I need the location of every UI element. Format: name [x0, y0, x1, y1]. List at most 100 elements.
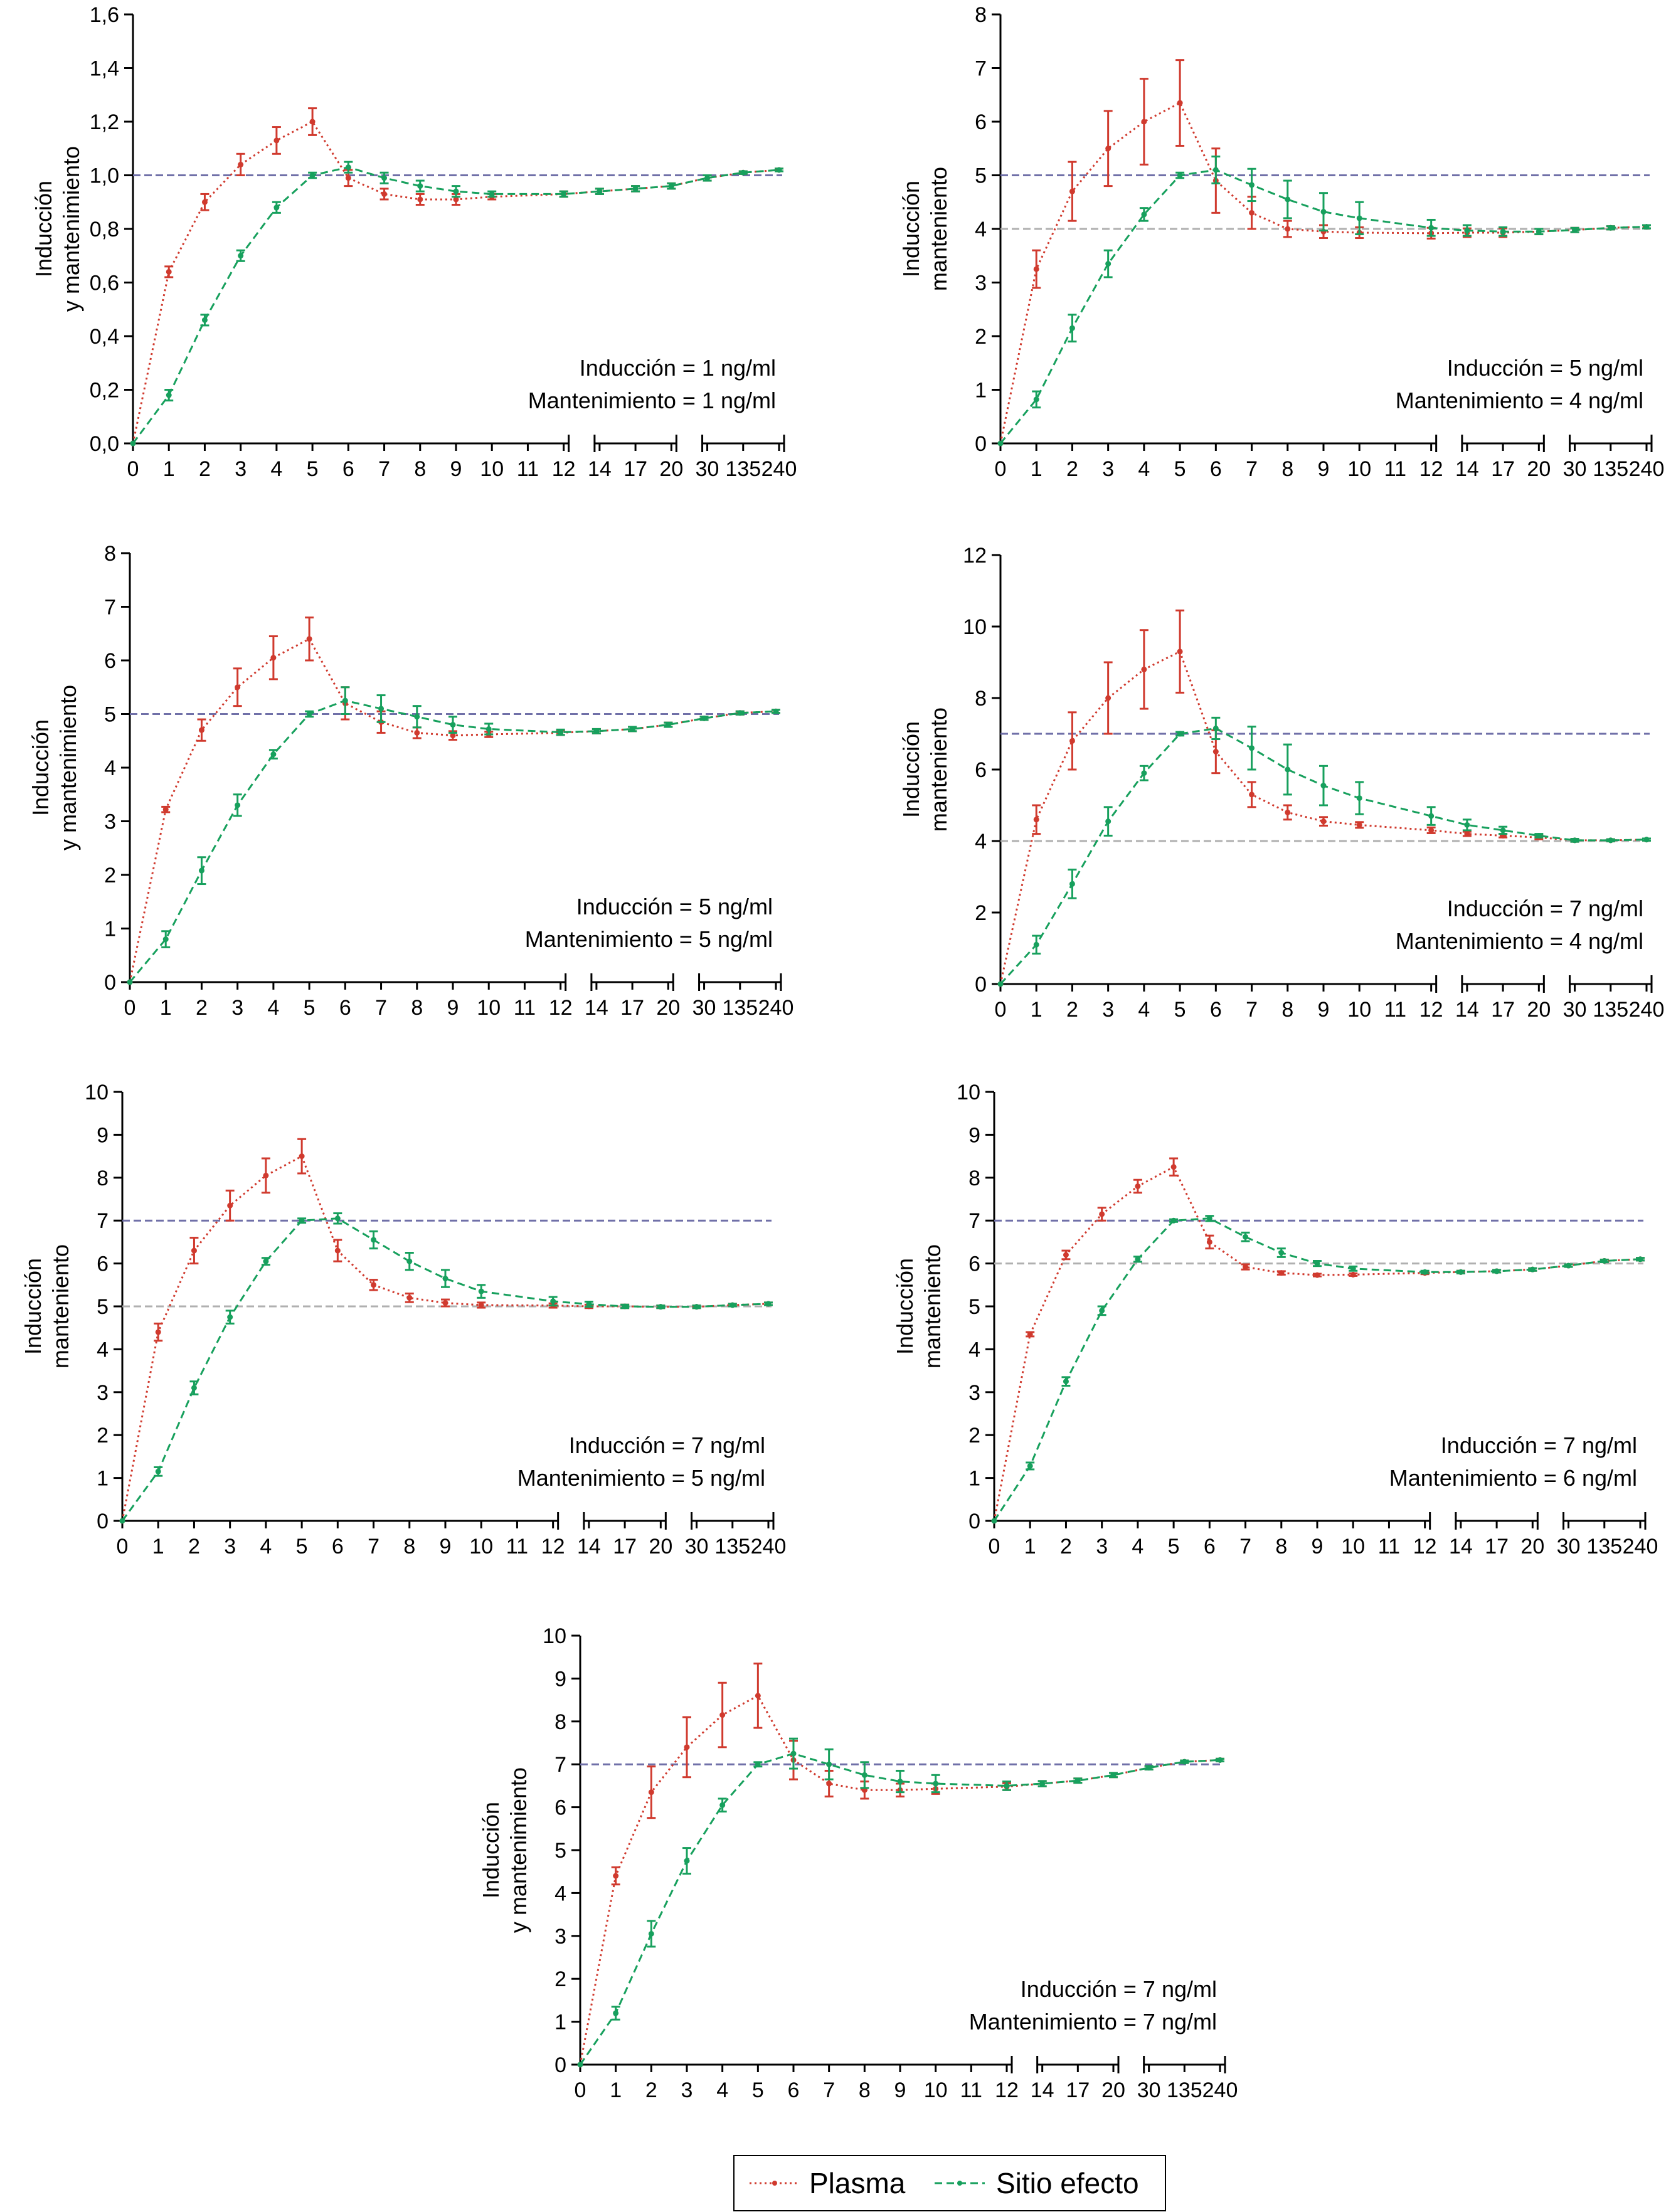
- x-tick-label: 9: [1312, 1535, 1324, 1558]
- x-tick-label: 30: [692, 996, 716, 1020]
- effect-point: [1320, 783, 1327, 789]
- effect-point: [826, 1761, 832, 1767]
- y-tick-label: 4: [968, 1338, 980, 1362]
- x-tick-label: 30: [1137, 2078, 1161, 2102]
- plasma-point: [684, 1744, 690, 1750]
- x-tick-label: 2: [1066, 457, 1078, 481]
- plasma-point: [826, 1781, 832, 1787]
- x-tick-label: 3: [1102, 457, 1114, 481]
- effect-point: [629, 726, 635, 732]
- x-tick-label: 9: [447, 996, 459, 1020]
- x-tick-label: 0: [127, 457, 139, 481]
- effect-point: [127, 979, 133, 985]
- plasma-point: [345, 175, 351, 181]
- legend-plasma-marker: [772, 2181, 777, 2186]
- effect-point: [1428, 813, 1435, 819]
- effect-point: [776, 167, 782, 173]
- effect-point: [765, 1301, 772, 1307]
- y-tick-label: 4: [97, 1338, 109, 1362]
- y-tick-label: 3: [554, 1925, 566, 1949]
- effect-point: [1285, 766, 1291, 773]
- x-tick-label: 2: [199, 457, 211, 481]
- effect-point: [235, 802, 241, 808]
- x-tick-label: 0: [989, 1535, 1000, 1558]
- x-tick-label: 240: [1623, 1535, 1658, 1558]
- x-tick-label: 3: [224, 1535, 236, 1558]
- x-tick-label: 14: [1455, 457, 1479, 481]
- x-tick-label: 9: [1318, 457, 1330, 481]
- plasma-point: [1428, 827, 1435, 833]
- effect-point: [270, 751, 277, 758]
- x-tick-label: 30: [1563, 998, 1587, 1022]
- plasma-point: [450, 733, 456, 739]
- x-tick-label: 6: [1210, 457, 1222, 481]
- y-tick-label: 2: [104, 864, 116, 887]
- effect-point: [740, 169, 746, 176]
- x-tick-label: 7: [368, 1535, 379, 1558]
- effect-point: [861, 1772, 867, 1778]
- y-tick-label: 0: [97, 1510, 109, 1533]
- legend-effect-label: Sitio efecto: [996, 2167, 1139, 2199]
- plasma-point: [1033, 266, 1039, 272]
- dose-annotation: Mantenimiento = 4 ng/ml: [1396, 928, 1643, 954]
- y-tick-label: 8: [104, 542, 116, 566]
- y-tick-label: 0: [104, 971, 116, 995]
- x-tick-label: 20: [659, 457, 683, 481]
- y-tick-label: 6: [975, 110, 987, 134]
- y-tick-label: 3: [104, 810, 116, 834]
- x-tick-label: 2: [196, 996, 208, 1020]
- effect-point: [1572, 837, 1578, 844]
- effect-point: [755, 1761, 761, 1767]
- y-axis-label-line: Inducción: [898, 181, 924, 277]
- effect-point: [1464, 822, 1470, 828]
- effect-point: [406, 1258, 413, 1264]
- plasma-point: [406, 1294, 413, 1301]
- plasma-point: [1033, 817, 1039, 823]
- x-tick-label: 11: [960, 2078, 982, 2102]
- x-tick-label: 4: [716, 2078, 728, 2102]
- effect-point: [991, 1518, 997, 1524]
- effect-point: [417, 183, 423, 189]
- effect-point: [1601, 1257, 1608, 1264]
- plasma-point: [1069, 738, 1075, 744]
- y-tick-label: 2: [975, 901, 987, 925]
- x-tick-label: 240: [1202, 2078, 1238, 2102]
- effect-point: [489, 191, 495, 197]
- plasma-point: [1350, 1271, 1356, 1278]
- y-tick-label: 1,2: [90, 110, 119, 134]
- plasma-point: [755, 1693, 761, 1699]
- effect-point: [1536, 832, 1542, 839]
- effect-point: [381, 175, 388, 181]
- effect-point: [1249, 745, 1255, 751]
- effect-point: [309, 172, 316, 178]
- y-axis-label-line: Inducción: [892, 1258, 918, 1355]
- x-tick-label: 3: [235, 457, 247, 481]
- effect-series-line: [999, 169, 1647, 444]
- x-tick-label: 10: [924, 2078, 948, 2102]
- y-tick-label: 3: [975, 272, 987, 295]
- x-tick-label: 1: [610, 2078, 622, 2102]
- plasma-point: [1278, 1270, 1285, 1276]
- plasma-point: [1135, 1183, 1141, 1189]
- x-tick-label: 7: [1239, 1535, 1251, 1558]
- x-tick-label: 1: [1031, 998, 1042, 1022]
- y-axis-label-line: Inducción: [31, 181, 56, 277]
- x-tick-label: 14: [585, 996, 608, 1020]
- x-tick-label: 3: [681, 2078, 693, 2102]
- plasma-point: [238, 161, 244, 167]
- effect-point: [719, 1802, 726, 1808]
- y-axis-label-line: Inducción: [20, 1258, 46, 1355]
- x-tick-label: 1: [163, 457, 175, 481]
- y-axis-label: Induccióny mantenimiento: [31, 146, 84, 312]
- plasma-point: [1027, 1331, 1033, 1337]
- y-axis-label-line: manteniento: [920, 1244, 945, 1368]
- effect-point: [1027, 1463, 1033, 1469]
- plasma-point: [442, 1300, 448, 1306]
- y-axis-label: Inducciónmanteniento: [898, 707, 952, 832]
- x-tick-label: 240: [1629, 457, 1665, 481]
- plasma-point: [1177, 100, 1183, 106]
- effect-point: [558, 729, 564, 736]
- x-tick-label: 8: [1281, 457, 1293, 481]
- x-tick-label: 12: [1419, 457, 1443, 481]
